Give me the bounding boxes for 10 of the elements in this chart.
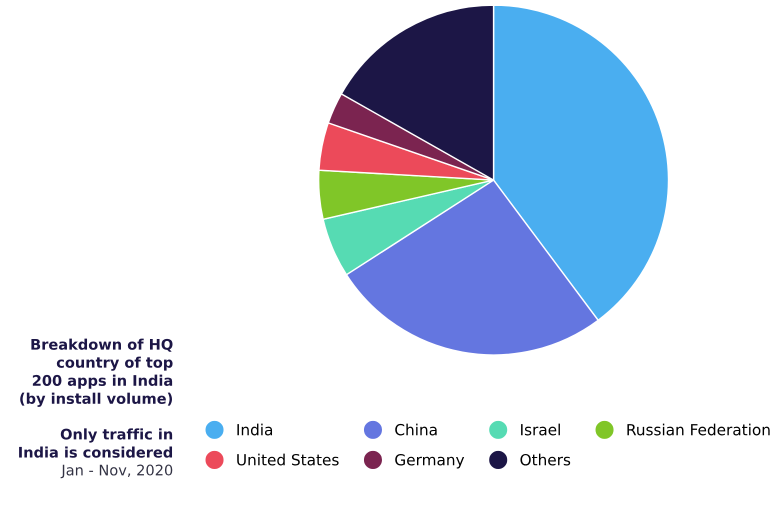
text: Only traffic in India is considered xyxy=(19,428,172,458)
legend-label: United States xyxy=(237,454,339,466)
text: Jan - Nov, 2020 xyxy=(60,464,172,478)
legend-label: Russian Federation xyxy=(627,424,770,436)
text: Breakdown of HQ country of top 200 apps in India (by install volume) xyxy=(20,338,173,407)
legend-label: Israel xyxy=(521,424,560,436)
legend-label: China xyxy=(395,424,437,436)
legend-label: Germany xyxy=(395,454,464,468)
legend-label: Others xyxy=(520,454,570,466)
legend-label: India xyxy=(237,424,272,436)
